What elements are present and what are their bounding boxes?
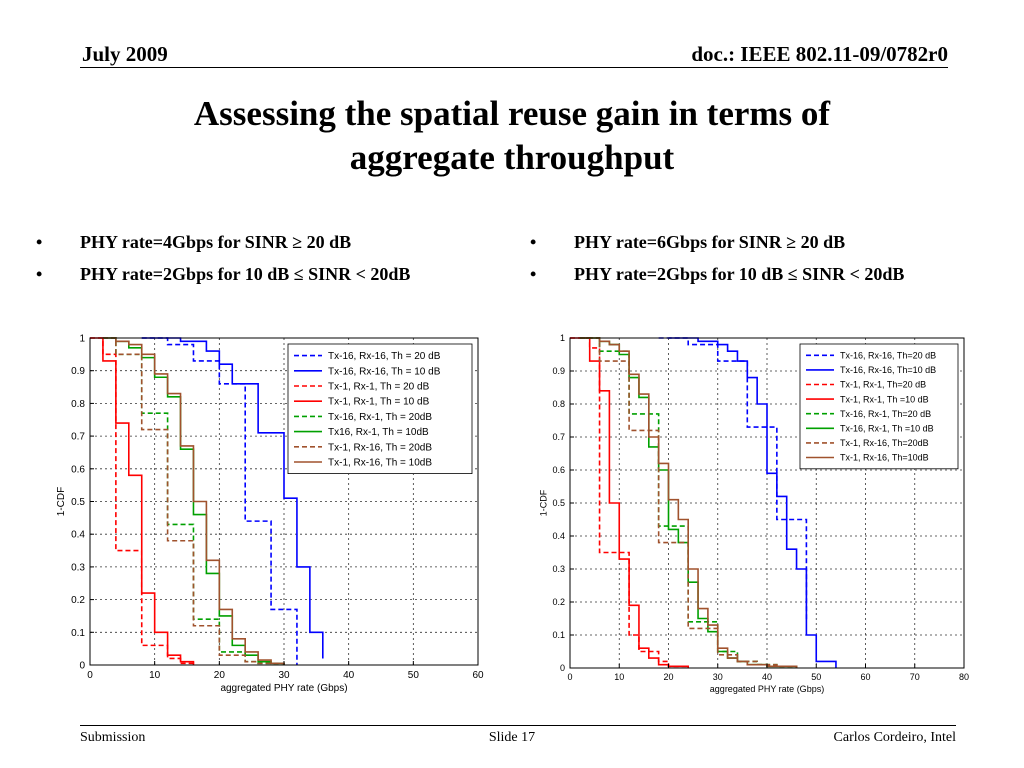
x-tick-label: 0 — [87, 670, 93, 681]
series-line — [102, 337, 285, 665]
y-tick-label: 0 — [560, 663, 565, 673]
x-tick-label: 50 — [408, 670, 420, 681]
y-tick-label: 1 — [79, 334, 85, 345]
y-tick-label: 0.4 — [552, 531, 565, 541]
header-date: July 2009 — [82, 42, 168, 66]
y-tick-label: 0.7 — [71, 432, 85, 443]
legend-label: Tx-1, Rx-1, Th = 20 dB — [328, 382, 430, 393]
y-tick-label: 0.5 — [71, 497, 85, 508]
legend-label: Tx-16, Rx-1, Th = 20dB — [328, 412, 432, 423]
legend-label: Tx16, Rx-1, Th = 10dB — [328, 427, 429, 438]
footer-author: Carlos Cordeiro, Intel — [833, 730, 956, 745]
series-line — [141, 337, 298, 665]
y-tick-label: 0.3 — [552, 564, 565, 574]
x-tick-label: 80 — [959, 672, 969, 682]
legend-label: Tx-1, Rx-1, Th = 10 dB — [328, 397, 430, 408]
y-tick-label: 0.9 — [71, 366, 85, 377]
header-doc-id: doc.: IEEE 802.11-09/0782r0 — [691, 42, 948, 66]
bullet-dot-icon: • — [36, 232, 43, 252]
series-line — [570, 337, 689, 668]
y-tick-label: 1 — [560, 333, 565, 343]
y-tick-label: 0.3 — [71, 562, 85, 573]
legend-label: Tx-1, Rx-16, Th=20dB — [840, 438, 929, 448]
slide-title-line-2: aggregate throughput — [349, 138, 675, 177]
legend-label: Tx-1, Rx-1, Th =10 dB — [840, 394, 929, 404]
y-tick-label: 0.6 — [71, 464, 85, 475]
series-line — [668, 337, 837, 668]
x-tick-label: 10 — [614, 672, 624, 682]
chart-left: 0 10 20 30 40 50 60 0 0.1 0.2 0.3 0.4 0.5 0.6 0.7 0.8 0.… — [40, 322, 498, 702]
bullet-dot-icon: • — [530, 264, 537, 284]
legend-label: Tx-16, Rx-1, Th =10 dB — [840, 423, 934, 433]
slide-title: Assessing the spatial reuse gain in term… — [0, 92, 1024, 180]
y-tick-label: 0.8 — [552, 399, 565, 409]
series-line — [102, 337, 285, 665]
bullet-item: • PHY rate=2Gbps for 10 dB ≤ SINR < 20dB — [36, 264, 410, 296]
bullet-dot-icon: • — [36, 264, 43, 284]
y-tick-label: 0.6 — [552, 465, 565, 475]
bullet-item: • PHY rate=6Gbps for SINR ≥ 20 dB — [530, 232, 904, 264]
slide-title-line-1: Assessing the spatial reuse gain in term… — [193, 94, 831, 133]
y-tick-label: 0.2 — [71, 595, 85, 606]
legend-label: Tx-16, Rx-16, Th=20 dB — [840, 350, 936, 360]
bullet-text: PHY rate=6Gbps for SINR ≥ 20 dB — [574, 232, 846, 252]
x-tick-label: 20 — [663, 672, 673, 682]
x-axis-label: aggregated PHY rate (Gbps) — [220, 683, 347, 694]
legend-label: Tx-16, Rx-16, Th = 10 dB — [328, 366, 441, 377]
bullet-text: PHY rate=2Gbps for 10 dB ≤ SINR < 20dB — [80, 264, 411, 284]
x-tick-label: 70 — [910, 672, 920, 682]
x-axis-label: aggregated PHY rate (Gbps) — [710, 684, 824, 694]
y-tick-label: 0.1 — [552, 630, 565, 640]
legend-label: Tx-16, Rx-1, Th=20 dB — [840, 409, 931, 419]
bullet-item: • PHY rate=2Gbps for 10 dB ≤ SINR < 20dB — [530, 264, 904, 296]
legend-label: Tx-16, Rx-16, Th=10 dB — [840, 365, 936, 375]
legend-box — [799, 343, 959, 470]
x-tick-label: 60 — [472, 670, 484, 681]
x-tick-label: 40 — [343, 670, 355, 681]
footer-divider — [80, 725, 956, 726]
x-tick-label: 60 — [860, 672, 870, 682]
series-line — [141, 337, 324, 659]
y-tick-label: 0 — [79, 661, 85, 672]
x-tick-label: 10 — [149, 670, 161, 681]
y-axis-label: 1-CDF — [56, 487, 67, 516]
series-line — [90, 337, 195, 665]
y-tick-label: 0.9 — [552, 366, 565, 376]
bullet-dot-icon: • — [530, 232, 537, 252]
y-tick-label: 0.1 — [71, 628, 85, 639]
y-tick-label: 0.8 — [71, 399, 85, 410]
x-tick-label: 30 — [713, 672, 723, 682]
chart-left-svg: 0 10 20 30 40 50 60 0 0.1 0.2 0.3 0.4 0.5 0.6 0.7 0.8 0.… — [40, 322, 498, 702]
x-tick-label: 40 — [762, 672, 772, 682]
y-tick-label: 0.4 — [71, 530, 85, 541]
legend-box — [287, 343, 473, 475]
footer-slide-number: Slide 17 — [488, 730, 536, 745]
chart-right: 0 10 20 30 40 50 60 70 80 0 0.1 0.2 0.3 0.4 0.5 0.6 0.7 0… — [528, 326, 978, 702]
legend-label: Tx-1, Rx-16, Th = 20dB — [328, 442, 432, 453]
header-divider — [80, 67, 948, 68]
x-tick-label: 50 — [811, 672, 821, 682]
x-tick-label: 30 — [278, 670, 290, 681]
series-line — [579, 337, 798, 668]
bullet-text: PHY rate=2Gbps for 10 dB ≤ SINR < 20dB — [574, 264, 905, 284]
y-tick-label: 0.7 — [552, 432, 565, 442]
footer-submission: Submission — [80, 730, 146, 745]
legend-label: Tx-1, Rx-16, Th = 10dB — [328, 458, 432, 469]
y-tick-label: 0.2 — [552, 597, 565, 607]
y-axis-label: 1-CDF — [539, 489, 549, 516]
bullet-list-left: • PHY rate=4Gbps for SINR ≥ 20 dB • PHY ra… — [36, 232, 410, 296]
x-tick-label: 20 — [214, 670, 226, 681]
legend-label: Tx-1, Rx-1, Th=20 dB — [840, 380, 926, 390]
y-tick-label: 0.5 — [552, 498, 565, 508]
legend-label: Tx-1, Rx-16, Th=10dB — [840, 453, 929, 463]
bullet-text: PHY rate=4Gbps for SINR ≥ 20 dB — [80, 232, 352, 252]
series-line — [658, 337, 808, 622]
bullet-item: • PHY rate=4Gbps for SINR ≥ 20 dB — [36, 232, 410, 264]
chart-right-svg: 0 10 20 30 40 50 60 70 80 0 0.1 0.2 0.3 0.4 0.5 0.6 0.7 0… — [528, 326, 978, 702]
x-tick-label: 0 — [567, 672, 572, 682]
legend-label: Tx-16, Rx-16, Th = 20 dB — [328, 351, 441, 362]
bullet-list-right: • PHY rate=6Gbps for SINR ≥ 20 dB • PHY ra… — [530, 232, 904, 296]
